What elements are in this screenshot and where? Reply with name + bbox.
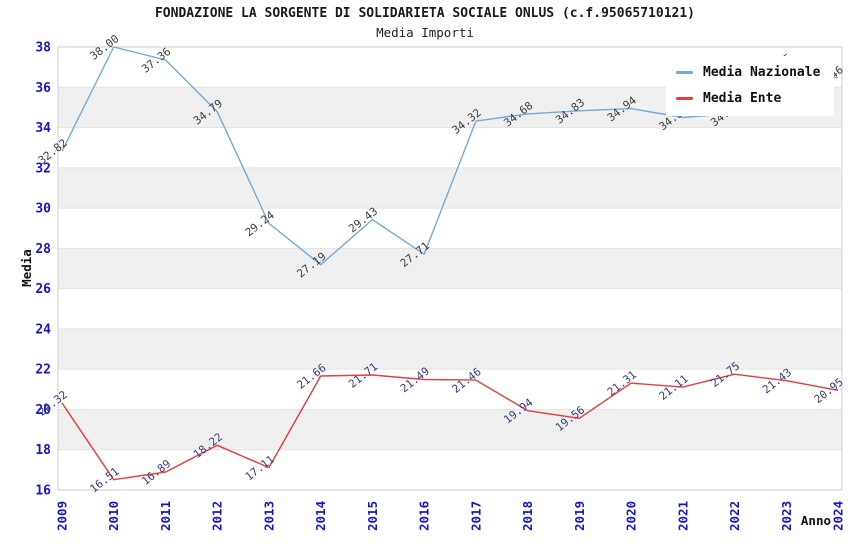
y-tick-label: 24 xyxy=(35,322,51,337)
point-label: 20.95 xyxy=(812,375,846,406)
point-label: 21.11 xyxy=(657,372,691,403)
x-tick-label: 2013 xyxy=(261,501,276,531)
x-tick-label: 2019 xyxy=(572,501,587,531)
x-tick-label: 2011 xyxy=(158,501,173,531)
plot-border xyxy=(57,46,843,491)
grid-band xyxy=(58,328,842,370)
legend-item-media-ente: Media Ente xyxy=(676,91,826,106)
x-tick-label: 2023 xyxy=(779,501,794,531)
x-tick-label: 2020 xyxy=(624,501,639,531)
grid-band xyxy=(58,409,842,450)
point-label: 32.82 xyxy=(36,136,70,167)
y-tick-label: 30 xyxy=(35,202,51,217)
x-tick-label: 2009 xyxy=(55,501,70,531)
point-label: 16.51 xyxy=(87,465,121,496)
x-tick-label: 2022 xyxy=(727,501,742,531)
x-tick-label: 2014 xyxy=(313,501,328,531)
y-tick-label: 28 xyxy=(35,242,51,257)
chart-subtitle: Media Importi xyxy=(376,25,474,40)
x-tick-label: 2021 xyxy=(675,501,690,531)
legend-line-swatch-ente xyxy=(676,97,693,100)
chart-title: FONDAZIONE LA SORGENTE DI SOLIDARIETA SO… xyxy=(154,6,696,21)
point-label: 16.89 xyxy=(139,457,173,488)
legend-line-swatch-nazionale xyxy=(676,71,693,74)
y-tick-label: 26 xyxy=(35,282,51,297)
x-tick-label: 2010 xyxy=(106,501,121,531)
y-tick-label: 22 xyxy=(35,363,51,378)
grid-band xyxy=(58,248,842,289)
legend-item-media-nazionale: Media Nazionale xyxy=(676,65,826,80)
x-tick-label: 2024 xyxy=(831,501,846,531)
point-label: 17.11 xyxy=(243,453,277,484)
y-tick-label: 20 xyxy=(35,403,51,418)
y-tick-label: 32 xyxy=(35,161,51,176)
point-label: 21.46 xyxy=(450,365,484,396)
legend-box: Media Nazionale Media Ente xyxy=(666,56,834,116)
legend-label: Media Nazionale xyxy=(703,65,821,80)
y-tick-label: 36 xyxy=(35,81,51,96)
x-tick-label: 2016 xyxy=(417,501,432,531)
x-tick-label: 2012 xyxy=(210,501,225,531)
y-axis-name: Media xyxy=(19,249,34,287)
x-tick-label: 2017 xyxy=(468,501,483,531)
x-tick-label: 2018 xyxy=(520,501,535,531)
legend-label: Media Ente xyxy=(703,91,782,106)
x-tick-label: 2015 xyxy=(365,501,380,531)
series-line-media-ente xyxy=(61,373,839,481)
y-tick-label: 34 xyxy=(35,121,51,136)
y-tick-label: 16 xyxy=(35,484,51,499)
point-label: 37.36 xyxy=(139,45,173,76)
point-label: 29.24 xyxy=(243,208,277,239)
x-axis-name: Anno xyxy=(801,513,831,528)
point-label: 29.43 xyxy=(346,205,380,236)
y-tick-label: 38 xyxy=(35,41,51,56)
y-tick-label: 18 xyxy=(35,443,51,458)
